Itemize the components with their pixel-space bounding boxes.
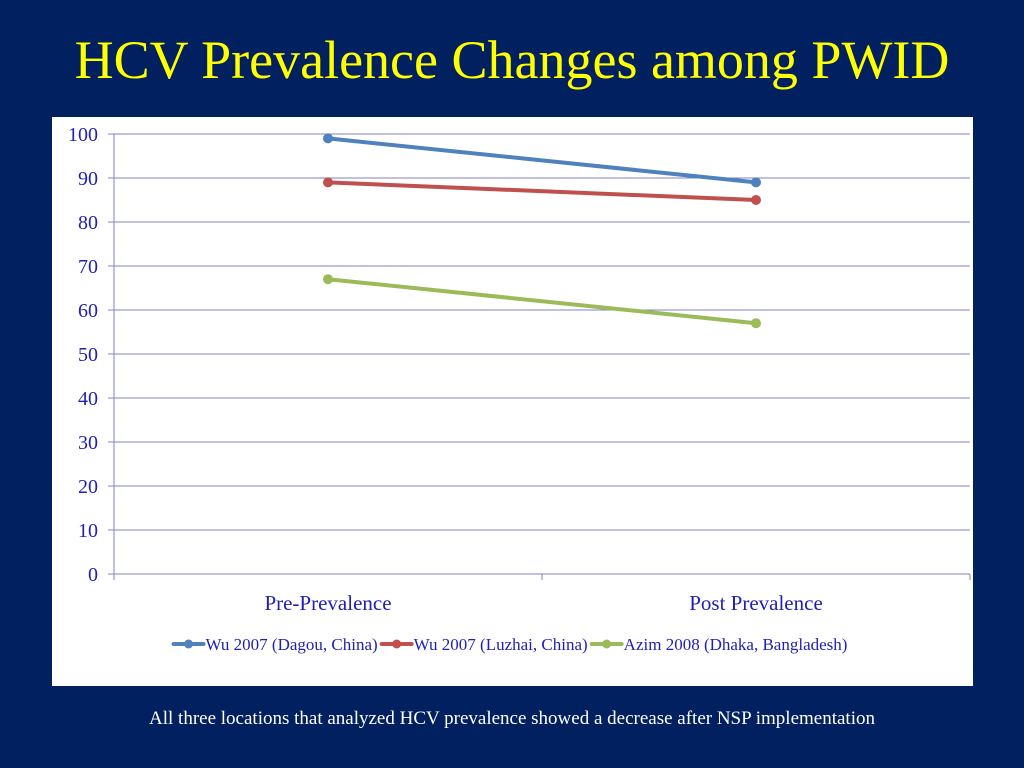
data-point-0-1 bbox=[751, 177, 761, 188]
data-point-2-1 bbox=[751, 318, 761, 329]
slide-title: HCV Prevalence Changes among PWID bbox=[74, 30, 950, 90]
y-tick-label-80: 80 bbox=[78, 212, 98, 234]
data-point-2-0 bbox=[323, 274, 333, 285]
data-point-0-0 bbox=[323, 133, 333, 144]
y-tick-label-100: 100 bbox=[68, 124, 98, 146]
y-tick-label-40: 40 bbox=[78, 388, 98, 410]
series-line-0 bbox=[326, 136, 758, 185]
y-tick-label-0: 0 bbox=[88, 564, 98, 586]
y-tick-label-10: 10 bbox=[78, 520, 98, 542]
legend-label-0: Wu 2007 (Dagou, China) bbox=[206, 635, 378, 654]
legend-swatch-marker-0 bbox=[184, 639, 194, 649]
line-chart: 0 10 20 30 40 50 60 70 80 90 100 Pre-Prevalence Post… bbox=[68, 124, 971, 654]
slide-caption: All three locations that analyzed HCV pr… bbox=[149, 708, 875, 729]
y-tick-label-50: 50 bbox=[78, 344, 98, 366]
y-tick-label-70: 70 bbox=[78, 256, 98, 278]
y-tick-label-20: 20 bbox=[78, 476, 98, 498]
series-line-1 bbox=[326, 180, 758, 202]
legend-swatch-marker-1 bbox=[392, 639, 402, 649]
x-category-label-0: Pre-Prevalence bbox=[264, 591, 391, 615]
chart-panel: 0 10 20 30 40 50 60 70 80 90 100 Pre-Prevalence Post… bbox=[52, 117, 973, 686]
y-tick-label-30: 30 bbox=[78, 432, 98, 454]
data-point-1-1 bbox=[751, 195, 761, 205]
x-category-label-1: Post Prevalence bbox=[689, 591, 823, 615]
y-tick-label-60: 60 bbox=[78, 300, 98, 322]
legend-swatch-marker-2 bbox=[602, 639, 612, 649]
y-tick-label-90: 90 bbox=[78, 168, 98, 190]
legend-label-2: Azim 2008 (Dhaka, Bangladesh) bbox=[624, 635, 848, 654]
data-point-1-0 bbox=[323, 177, 333, 188]
series-line-2 bbox=[326, 277, 758, 326]
legend-label-1: Wu 2007 (Luzhai, China) bbox=[414, 635, 588, 654]
